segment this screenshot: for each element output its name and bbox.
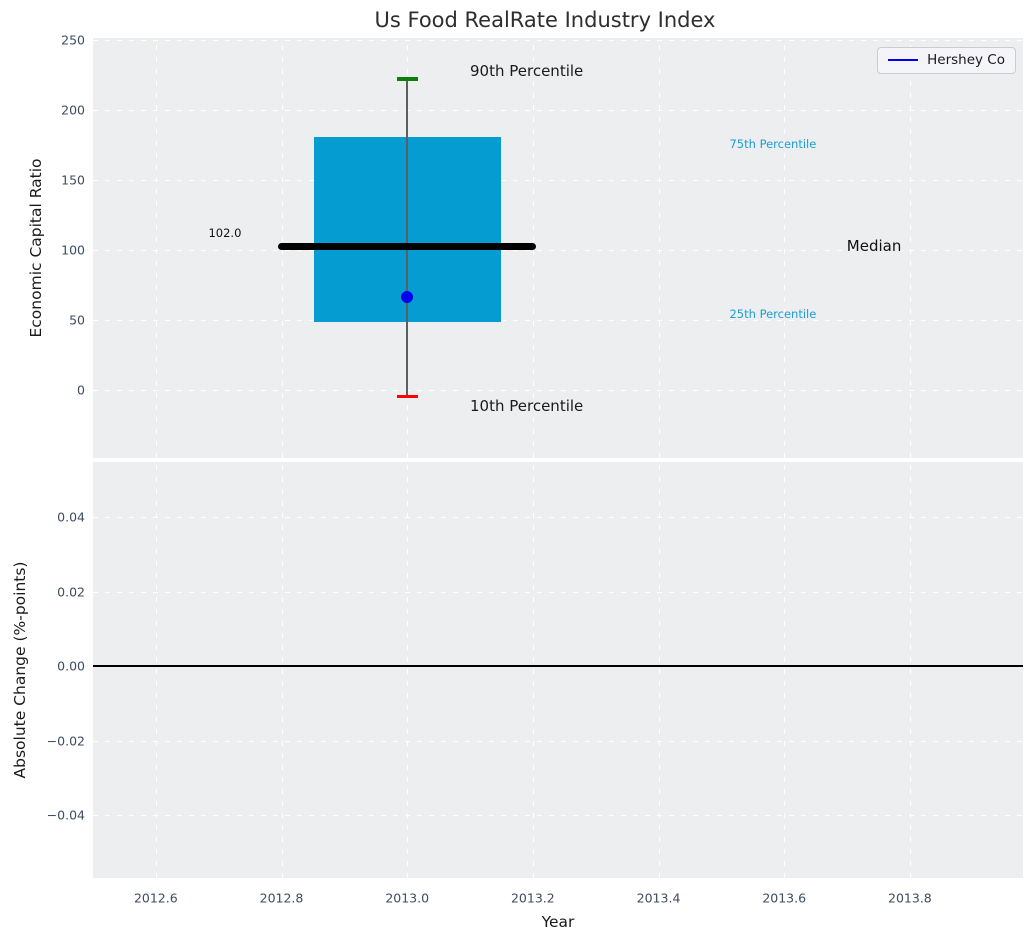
x-axis-label: Year xyxy=(541,913,575,931)
y-tick-label: 250 xyxy=(61,32,85,48)
gridline-horizontal xyxy=(93,591,1023,593)
legend: Hershey Co xyxy=(877,47,1016,74)
gridline-vertical xyxy=(155,462,158,878)
90th-percentile-label: 90th Percentile xyxy=(470,61,584,80)
zero-line xyxy=(93,665,1023,667)
gridline-vertical xyxy=(909,462,912,878)
x-tick-label: 2013.8 xyxy=(888,890,932,906)
y-tick-label: 0.00 xyxy=(57,658,85,674)
data-point-hershey-co xyxy=(401,291,414,304)
gridline-vertical xyxy=(532,462,535,878)
median-line xyxy=(278,243,536,251)
y-tick-label: 150 xyxy=(61,172,85,188)
whisker-cap-10th xyxy=(396,394,418,399)
y-axis-label-bottom: Absolute Change (%-points) xyxy=(11,561,29,779)
x-tick-label: 2013.4 xyxy=(636,890,681,906)
median-label: Median xyxy=(846,236,902,255)
gridline-vertical xyxy=(784,462,786,878)
y-tick-label: 0.02 xyxy=(57,584,85,600)
gridline-horizontal xyxy=(93,389,1023,391)
gridline-vertical xyxy=(784,38,786,458)
median-value-label: 102.0 xyxy=(208,225,242,240)
whisker-cap-90th xyxy=(396,77,418,81)
y-tick-label: 100 xyxy=(61,242,85,258)
y-tick-label: −0.04 xyxy=(46,807,85,823)
legend-label: Hershey Co xyxy=(927,52,1005,68)
y-tick-label: 0 xyxy=(77,382,85,397)
legend-line-swatch xyxy=(888,58,919,62)
gridline-horizontal xyxy=(93,740,1023,742)
x-tick-label: 2012.8 xyxy=(259,890,304,906)
gridline-horizontal xyxy=(93,815,1023,817)
x-tick-label: 2012.6 xyxy=(133,890,178,906)
y-tick-label: 0.04 xyxy=(57,509,85,525)
gridline-horizontal xyxy=(93,249,1023,251)
10th-percentile-label: 10th Percentile xyxy=(470,397,584,415)
gridline-vertical xyxy=(281,462,283,878)
gridline-horizontal xyxy=(93,517,1023,519)
x-tick-label: 2013.2 xyxy=(510,890,555,906)
x-tick-label: 2013.6 xyxy=(762,890,807,906)
y-axis-label-top: Economic Capital Ratio xyxy=(27,158,45,338)
axes-economic-capital-ratio: Hershey Co 90th Percentile 10th Percentil… xyxy=(93,38,1023,458)
x-tick-label: 2013.0 xyxy=(385,890,430,906)
gridline-vertical xyxy=(155,38,158,458)
gridline-horizontal xyxy=(93,319,1023,321)
axes-absolute-change xyxy=(93,462,1023,878)
whisker-line xyxy=(406,79,408,397)
gridline-vertical xyxy=(909,38,912,458)
gridline-vertical xyxy=(658,38,660,458)
gridline-horizontal xyxy=(93,40,1023,42)
gridline-horizontal xyxy=(93,109,1023,112)
y-tick-label: 200 xyxy=(61,102,85,118)
gridline-horizontal xyxy=(93,179,1023,182)
25th-percentile-label: 25th Percentile xyxy=(729,307,817,322)
y-tick-label: 50 xyxy=(69,312,85,328)
y-tick-label: −0.02 xyxy=(46,733,85,749)
chart-title: Us Food RealRate Industry Index xyxy=(374,8,716,32)
75th-percentile-label: 75th Percentile xyxy=(729,136,817,151)
gridline-vertical xyxy=(658,462,660,878)
gridline-vertical xyxy=(407,462,409,878)
